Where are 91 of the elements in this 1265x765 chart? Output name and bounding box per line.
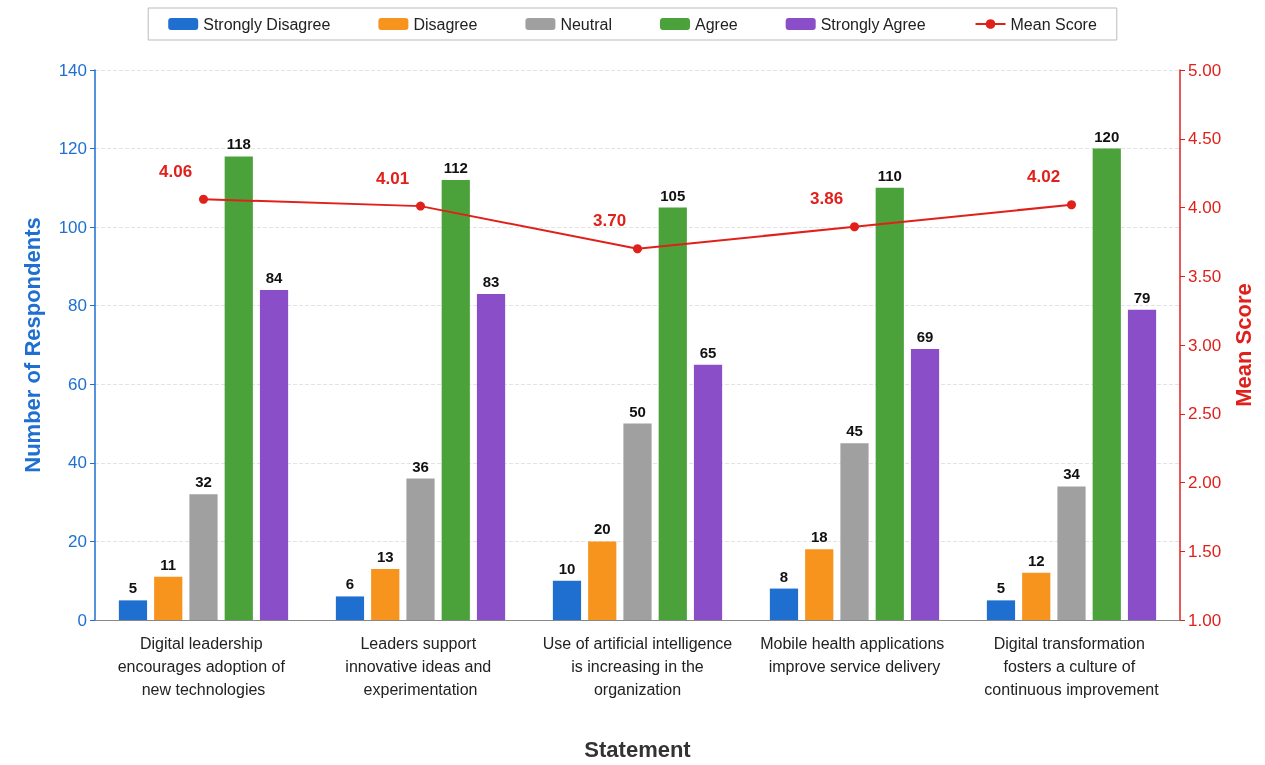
data-label: 4.01 (376, 168, 410, 188)
bar (840, 443, 869, 620)
data-label: 65 (699, 343, 717, 361)
bar (1022, 572, 1051, 620)
y-tick-label: 80 (68, 296, 87, 316)
data-label: 112 (443, 159, 468, 176)
data-label: 34 (1063, 465, 1081, 483)
data-label: 120 (1094, 127, 1120, 145)
y-axis-title: Number of Respondents (19, 217, 45, 473)
bar (588, 541, 617, 620)
bar (118, 600, 148, 620)
data-label: 4.06 (159, 161, 193, 181)
bar (552, 580, 582, 620)
data-label: 20 (593, 520, 611, 538)
bar (805, 549, 834, 620)
x-tick-label: Mobile health applications improve service delivery (760, 635, 949, 675)
y-tick-label: 0 (77, 610, 87, 630)
data-label: 6 (345, 575, 355, 593)
data-label: 105 (660, 186, 686, 204)
legend-label: Neutral (560, 15, 612, 33)
y-tick-label: 140 (58, 60, 87, 80)
data-label: 11 (160, 555, 177, 573)
y2-axis-title: Mean Score (1230, 283, 1256, 407)
data-label: 5 (128, 579, 138, 597)
data-label: 110 (877, 166, 902, 184)
legend-label: Agree (694, 15, 738, 33)
point (850, 222, 859, 232)
point (416, 201, 425, 211)
data-label: 3.70 (593, 211, 627, 231)
bar (476, 293, 506, 620)
y-tick-label: 20 (68, 531, 87, 551)
bar (769, 588, 799, 620)
data-label: 84 (265, 269, 284, 286)
legend-label: Strongly Disagree (203, 15, 331, 33)
bar (406, 478, 435, 620)
bar (441, 180, 470, 620)
x-tick-label: Use of artificial intelligence is increasing in the organization (542, 635, 733, 698)
data-label: 32 (195, 473, 212, 491)
y2-tick-label: 2.00 (1188, 473, 1222, 492)
legend-label: Disagree (413, 15, 478, 33)
y2-tick-label: 3.50 (1188, 266, 1222, 286)
bar (189, 494, 218, 620)
data-label: 45 (846, 422, 863, 440)
y2-tick-label: 1.00 (1188, 610, 1222, 630)
bar (910, 348, 940, 620)
data-label: 8 (779, 567, 789, 585)
bar (224, 156, 253, 620)
bar (1057, 486, 1086, 620)
point (633, 244, 642, 254)
data-label: 12 (1027, 551, 1045, 569)
data-label: 13 (376, 547, 394, 565)
y2-tick-label: 1.50 (1188, 541, 1222, 561)
data-label: 18 (810, 528, 828, 546)
y-tick-label: 120 (58, 139, 87, 159)
bar (154, 576, 183, 620)
bar (1127, 309, 1157, 620)
data-label: 5 (996, 579, 1006, 597)
data-label: 50 (629, 402, 646, 420)
data-label: 118 (226, 135, 251, 153)
data-label: 4.02 (1027, 167, 1061, 187)
y-tick-label: 40 (68, 453, 87, 473)
y2-tick-label: 2.50 (1188, 404, 1222, 424)
bar (875, 187, 904, 620)
data-label: 69 (916, 327, 934, 345)
bar (259, 290, 289, 620)
data-label: 79 (1133, 288, 1151, 306)
legend-label: Strongly Agree (820, 15, 926, 33)
x-tick-label: Digital leadership encourages adoption of new technologies (117, 635, 290, 698)
y-tick-label: 100 (58, 217, 87, 237)
data-label: 10 (558, 559, 576, 577)
x-tick-label: Leaders support innovative ideas and experimentation (345, 635, 496, 698)
y2-tick-label: 4.50 (1188, 129, 1222, 149)
bar (693, 364, 723, 620)
data-label: 3.86 (810, 189, 844, 209)
y-tick-label: 60 (68, 374, 87, 394)
bar (623, 423, 652, 620)
bar (1092, 148, 1121, 620)
bar (335, 596, 365, 620)
legend-label: Mean Score (1010, 15, 1097, 33)
bar (371, 568, 400, 620)
y2-tick-label: 5.00 (1188, 60, 1222, 80)
data-label: 36 (412, 457, 429, 475)
x-tick-label: Digital transformation fosters a culture of continuous improvement (984, 635, 1160, 698)
y2-tick-label: 4.00 (1188, 198, 1222, 217)
bar (658, 207, 687, 620)
y2-tick-label: 3.00 (1188, 335, 1222, 355)
bar (986, 600, 1016, 620)
x-axis-title: Statement (584, 736, 692, 762)
point (199, 194, 208, 204)
data-label: 83 (482, 272, 500, 290)
point (1067, 200, 1076, 210)
